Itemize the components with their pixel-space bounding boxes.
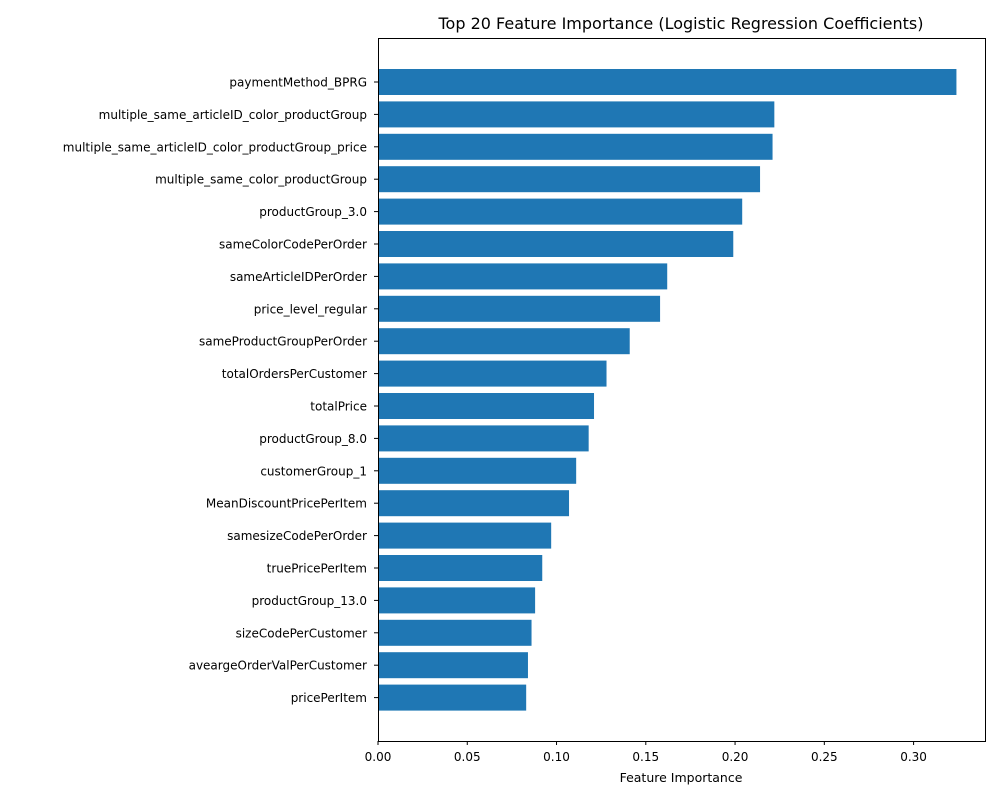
y-tick-label: truePricePerItem [267, 562, 367, 576]
bar-price-level-regular [378, 295, 661, 322]
chart-title: Top 20 Feature Importance (Logistic Regr… [437, 14, 923, 33]
bar-customergroup-1 [378, 457, 577, 484]
bar-priceperitem [378, 684, 527, 711]
y-tick-label: totalOrdersPerCustomer [222, 367, 367, 381]
x-tick-label: 0.15 [632, 750, 659, 764]
bar-sameproductgroupperorder [378, 328, 630, 355]
x-tick-label: 0.20 [722, 750, 749, 764]
y-tick-label: pricePerItem [291, 691, 367, 705]
y-tick-label: sameColorCodePerOrder [219, 238, 367, 252]
x-axis-ticks: 0.00 0.05 0.10 0.15 0.20 0.25 0.30 [365, 741, 927, 764]
x-tick-label: 0.30 [900, 750, 927, 764]
y-tick-label: sameProductGroupPerOrder [199, 335, 367, 349]
y-tick-label: samesizeCodePerOrder [227, 529, 367, 543]
plot-frame [378, 38, 986, 742]
y-tick-label: multiple_same_articleID_color_productGro… [63, 140, 367, 154]
y-tick-label: totalPrice [310, 400, 367, 414]
bar-multiple-same-articleid-color-productgroup-price [378, 133, 773, 160]
bar-samearticleidperorder [378, 263, 668, 290]
bar-samecolorcodeperorder [378, 231, 734, 257]
bar-totalorderspercustomer [378, 360, 607, 387]
bar-samesizecodeperorder [378, 522, 552, 549]
bar-sizecodepercustomer [378, 619, 532, 646]
bar-multiple-same-color-productgroup [378, 166, 761, 193]
y-tick-label: productGroup_8.0 [259, 432, 367, 446]
x-tick-label: 0.10 [543, 750, 570, 764]
bar-productgroup-3-0 [378, 198, 743, 225]
y-axis-labels: paymentMethod_BPRG multiple_same_articleI… [63, 76, 378, 705]
y-tick-label: multiple_same_color_productGroup [155, 173, 367, 187]
y-tick-label: sizeCodePerCustomer [236, 626, 367, 640]
x-tick-label: 0.00 [365, 750, 392, 764]
y-tick-label: sameArticleIDPerOrder [230, 270, 367, 284]
bar-productgroup-13-0 [378, 587, 536, 614]
y-tick-label: MeanDiscountPricePerItem [206, 497, 367, 511]
y-tick-label: paymentMethod_BPRG [229, 76, 367, 90]
bar-paymentmethod-bprg [378, 69, 957, 95]
bar-totalprice [378, 393, 595, 419]
bar-meandiscountpriceperitem [378, 490, 570, 517]
y-tick-label: customerGroup_1 [260, 464, 367, 478]
bar-multiple-same-articleid-color-productgroup [378, 101, 775, 128]
x-tick-label: 0.25 [811, 750, 838, 764]
y-tick-label: multiple_same_articleID_color_productGro… [99, 108, 367, 122]
x-tick-label: 0.05 [454, 750, 481, 764]
bar-aveargeordervalpercustomer [378, 652, 528, 679]
y-tick-label: aveargeOrderValPerCustomer [189, 659, 367, 673]
y-tick-label: productGroup_3.0 [259, 205, 367, 219]
bars-group [378, 69, 957, 711]
x-axis-label: Feature Importance [620, 770, 743, 785]
y-tick-label: productGroup_13.0 [252, 594, 367, 608]
bar-truepriceperitem [378, 555, 543, 581]
bar-productgroup-8-0 [378, 425, 589, 452]
y-tick-label: price_level_regular [254, 302, 367, 316]
